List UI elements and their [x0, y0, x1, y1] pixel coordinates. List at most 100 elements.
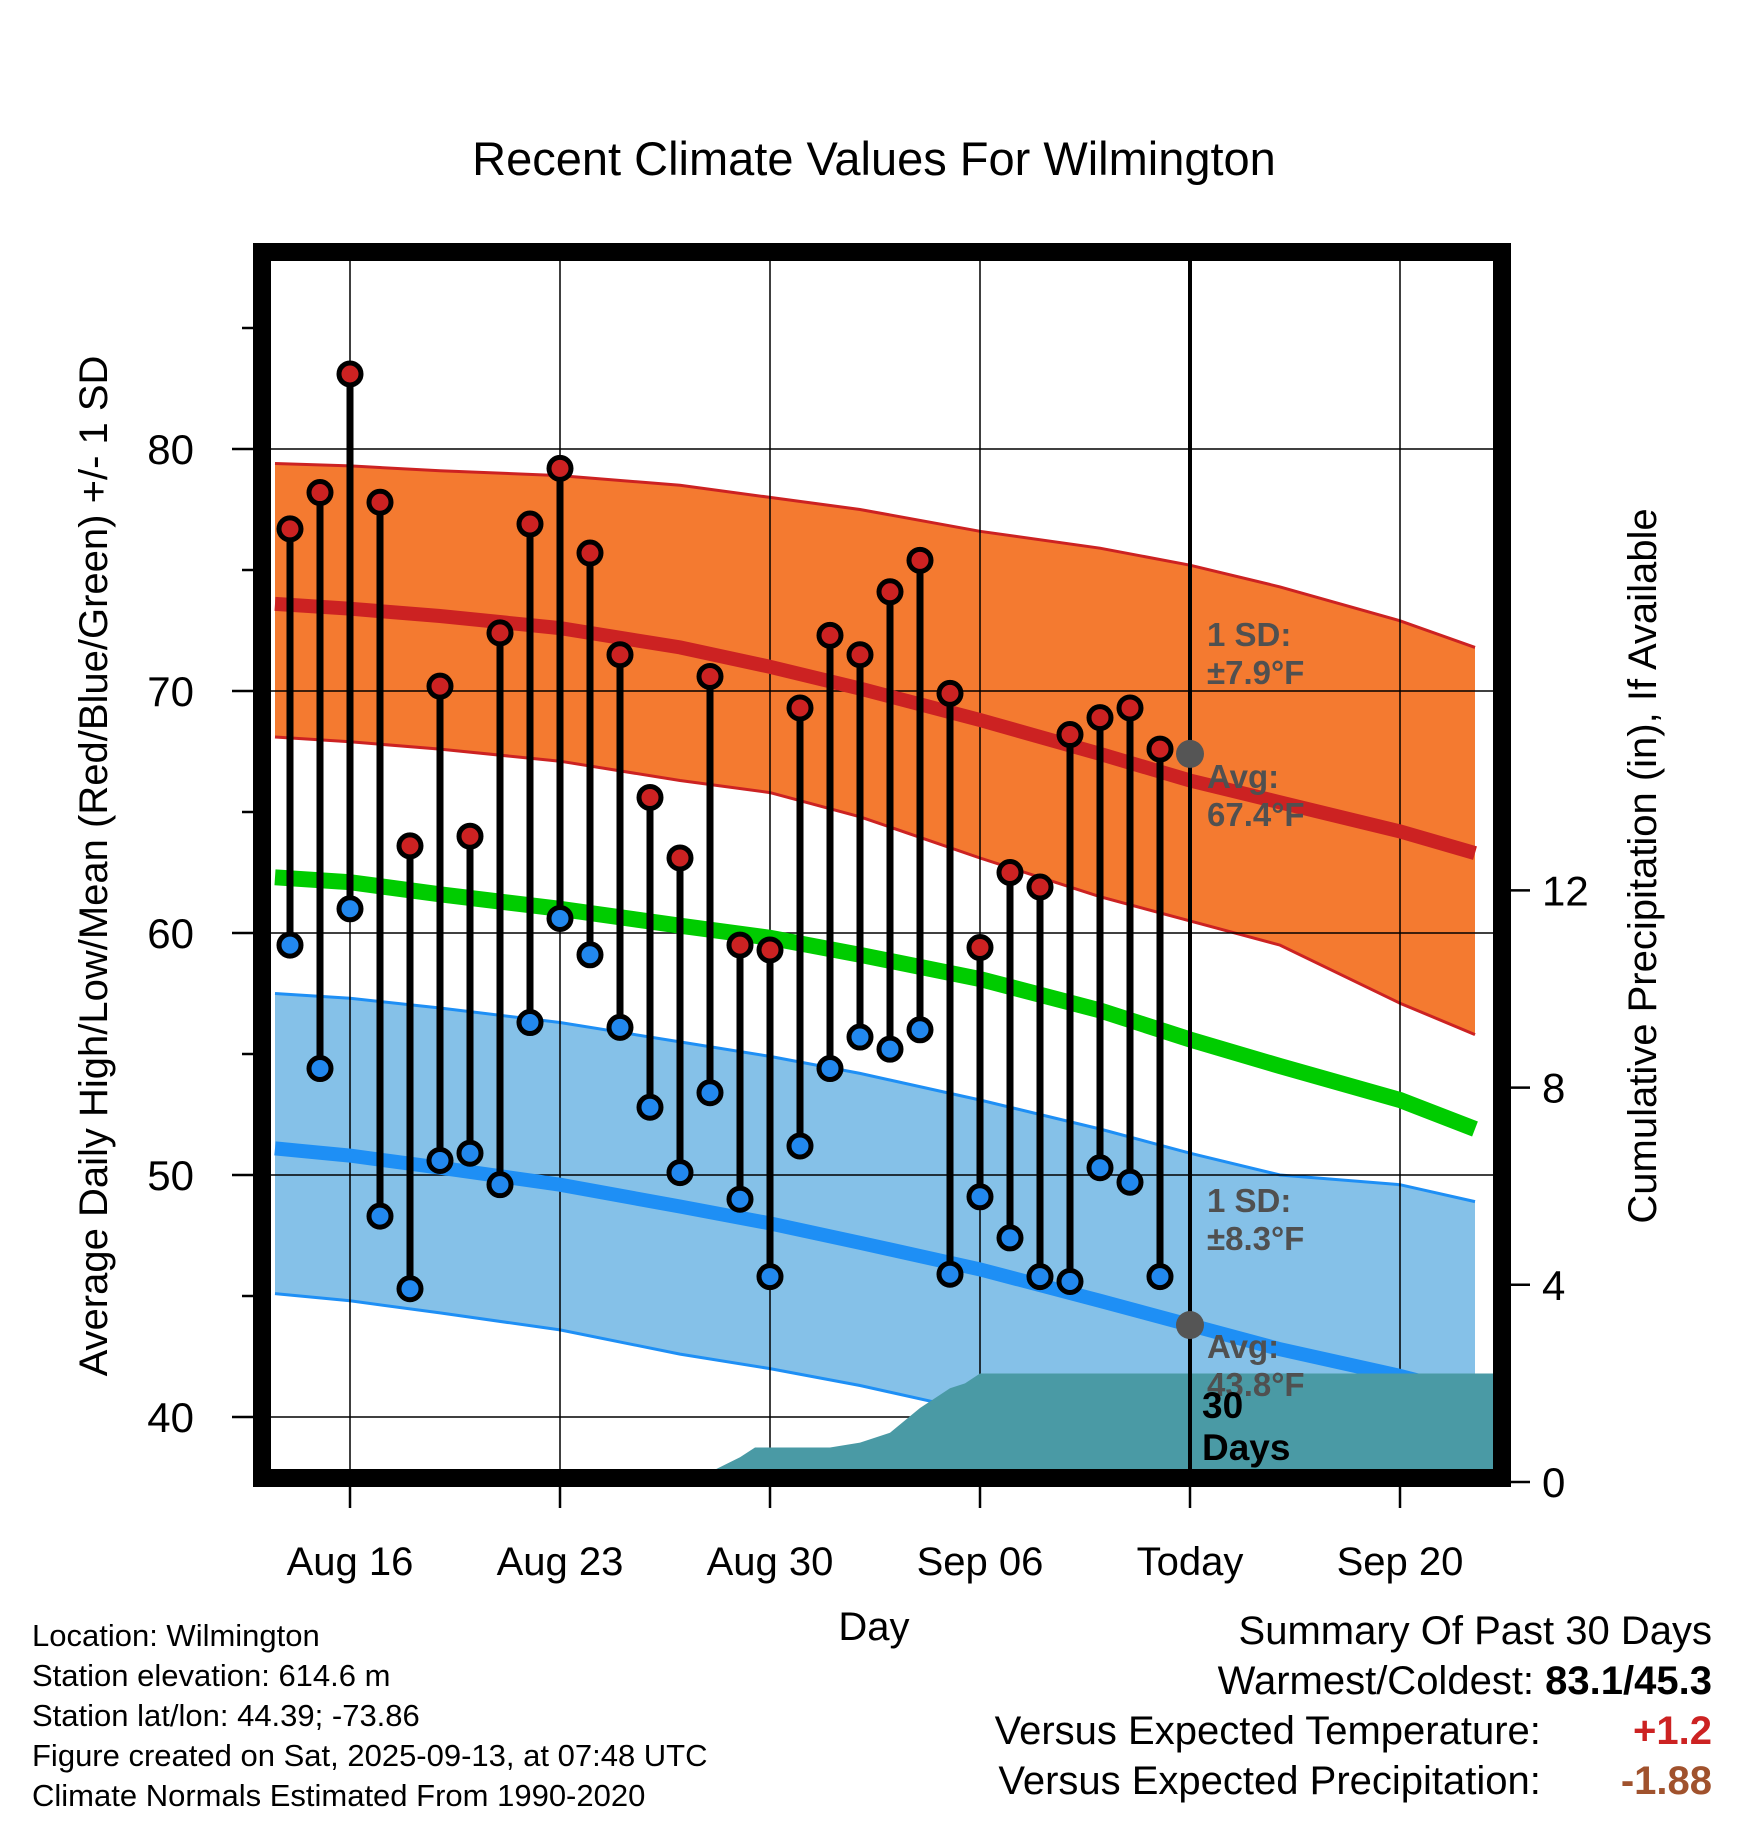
latlon-text: Station lat/lon: 44.39; -73.86	[32, 1698, 420, 1733]
x-tick-label: Aug 30	[707, 1540, 834, 1584]
created-text: Figure created on Sat, 2025-09-13, at 07…	[32, 1738, 708, 1773]
chart-title: Recent Climate Values For Wilmington	[472, 132, 1276, 185]
daily-low-point	[936, 1260, 964, 1288]
daily-low-point	[306, 1055, 334, 1083]
daily-low-point	[786, 1132, 814, 1160]
low-sd-lower-line	[274, 1292, 1277, 1478]
low-sd-value: ±8.3°F	[1207, 1220, 1304, 1257]
normals-text: Climate Normals Estimated From 1990-2020	[32, 1778, 646, 1813]
today-high-avg-marker	[1176, 739, 1204, 768]
daily-low-point	[1116, 1168, 1144, 1196]
daily-high-point	[1086, 704, 1114, 732]
daily-high-point	[636, 783, 664, 811]
y2-tick-label: 8	[1542, 1065, 1565, 1112]
y-tick-label: 40	[147, 1394, 194, 1441]
daily-high-point	[576, 539, 604, 567]
daily-high-point	[936, 679, 964, 707]
daily-high-point	[666, 844, 694, 872]
daily-high-point	[336, 360, 364, 388]
summary-precip-row: Versus Expected Precipitation: -1.88	[995, 1756, 1712, 1806]
daily-low-point	[876, 1035, 904, 1063]
precip-value: -1.88	[1620, 1759, 1712, 1803]
temp-value: +1.2	[1633, 1709, 1712, 1753]
daily-low-point	[426, 1146, 454, 1174]
precip-label: Versus Expected Precipitation:	[998, 1759, 1541, 1803]
warmest-label: Warmest/Coldest:	[1217, 1659, 1535, 1703]
high-sd-band	[275, 463, 1475, 1035]
x-tick-label: Aug 16	[287, 1540, 414, 1584]
precipitation-area	[640, 1373, 1502, 1478]
period-label-number: 30	[1202, 1385, 1243, 1426]
y-tick-label: 60	[147, 910, 194, 957]
daily-high-point	[546, 454, 574, 482]
daily-high-point	[396, 832, 424, 860]
y2-tick-label: 0	[1542, 1459, 1565, 1506]
daily-high-point	[966, 934, 994, 962]
daily-high-point	[366, 488, 394, 516]
temp-label: Versus Expected Temperature:	[994, 1709, 1541, 1753]
y2-tick-label: 4	[1542, 1262, 1565, 1309]
daily-low-point	[546, 904, 574, 932]
x-tick-label: Sep 06	[917, 1540, 1044, 1584]
daily-high-point	[696, 662, 724, 690]
x-tick-label: Sep 20	[1337, 1540, 1464, 1584]
daily-low-point	[396, 1275, 424, 1303]
high-sd-value: ±7.9°F	[1207, 654, 1304, 691]
summary-title: Summary Of Past 30 Days	[1238, 1609, 1712, 1653]
daily-low-point	[366, 1202, 394, 1230]
y-tick-label: 80	[147, 426, 194, 473]
plot-frame	[253, 243, 1511, 1487]
daily-high-point	[756, 936, 784, 964]
x-tick-label: Aug 23	[497, 1540, 624, 1584]
summary-temp-row: Versus Expected Temperature: +1.2	[995, 1706, 1712, 1756]
daily-low-point	[846, 1023, 874, 1051]
daily-low-point	[1086, 1154, 1114, 1182]
summary-panel: Summary Of Past 30 Days Warmest/Coldest:…	[995, 1606, 1712, 1806]
daily-high-point	[456, 822, 484, 850]
daily-high-point	[1146, 735, 1174, 763]
daily-high-point	[996, 859, 1024, 886]
daily-high-point	[876, 578, 904, 606]
high-sd-upper-line	[274, 462, 1476, 649]
daily-high-point	[726, 931, 754, 959]
daily-low-point	[576, 941, 604, 969]
daily-high-point	[426, 672, 454, 700]
high-avg-label: Avg:	[1207, 758, 1279, 795]
high-sd-label: 1 SD:	[1207, 616, 1291, 653]
high-avg-value: 67.4°F	[1207, 796, 1305, 833]
daily-low-point	[906, 1016, 934, 1044]
y2-axis-title: Cumulative Precipitation (in), If Availa…	[1621, 508, 1665, 1223]
y-tick-label: 70	[147, 668, 194, 715]
daily-low-point	[516, 1009, 544, 1037]
daily-low-point	[276, 931, 304, 959]
daily-low-point	[666, 1159, 694, 1187]
daily-low-point	[696, 1079, 724, 1107]
daily-low-point	[456, 1139, 484, 1167]
y-axis-title: Average Daily High/Low/Mean (Red/Blue/Gr…	[72, 356, 116, 1377]
daily-high-point	[786, 694, 814, 722]
warmest-value: 83.1/45.3	[1545, 1659, 1712, 1703]
daily-high-point	[1116, 694, 1144, 722]
daily-high-point	[906, 546, 934, 574]
daily-high-point	[516, 510, 544, 538]
daily-low-point	[1146, 1263, 1174, 1291]
daily-low-point	[486, 1171, 514, 1199]
elevation-text: Station elevation: 614.6 m	[32, 1658, 391, 1693]
daily-high-point	[486, 619, 514, 647]
today-low-avg-marker	[1176, 1311, 1204, 1340]
low-sd-band	[275, 993, 1475, 1478]
daily-low-point	[996, 1224, 1024, 1252]
daily-high-point	[846, 641, 874, 669]
daily-low-point	[336, 895, 364, 923]
daily-low-point	[1026, 1263, 1054, 1291]
period-label-unit: Days	[1202, 1427, 1290, 1468]
daily-low-point	[726, 1185, 754, 1213]
daily-high-point	[276, 515, 304, 543]
daily-low-point	[636, 1093, 664, 1121]
x-tick-label: Today	[1137, 1540, 1244, 1584]
low-avg-value: 43.8°F	[1207, 1366, 1305, 1403]
y2-tick-label: 12	[1542, 867, 1589, 914]
daily-low-point	[966, 1183, 994, 1211]
daily-high-point	[306, 479, 334, 507]
